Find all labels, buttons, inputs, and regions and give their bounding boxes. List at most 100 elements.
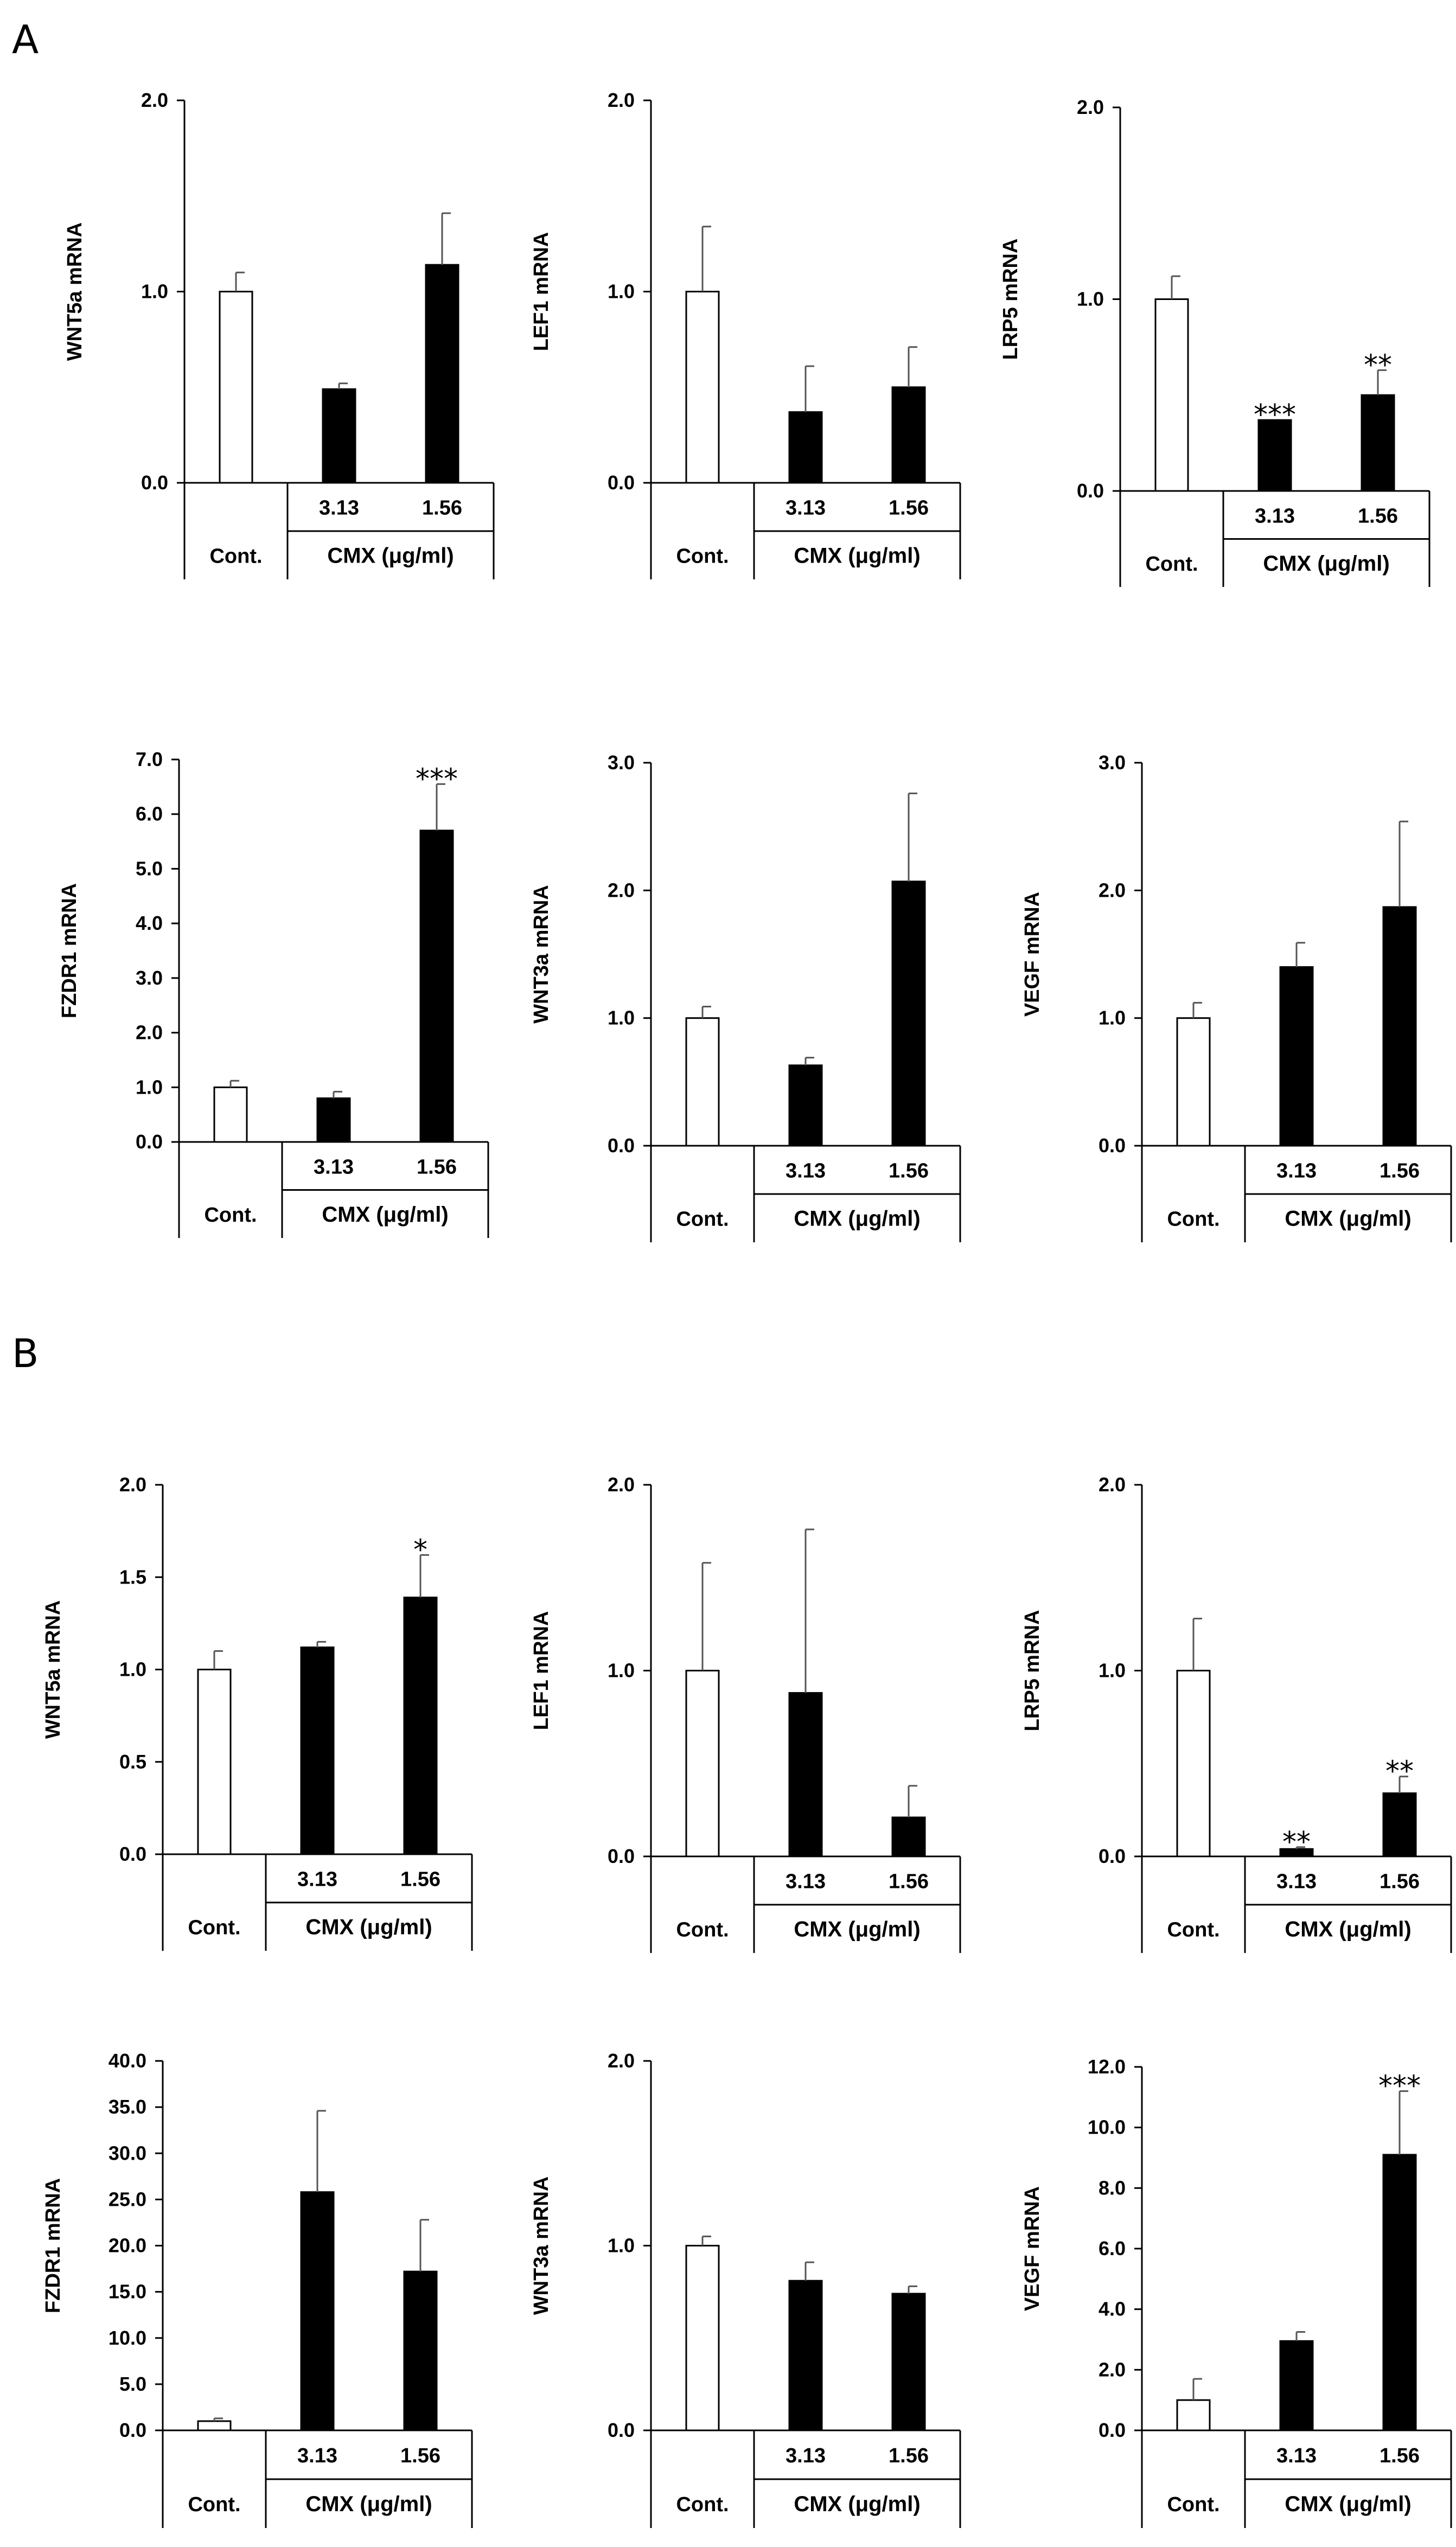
category-label-dose: 1.56 [422,497,462,520]
panel-label-b: B [12,1331,39,1376]
category-label-control: Cont. [1167,1208,1219,1231]
significance-mark: * [413,1534,427,1566]
category-label-dose: 3.13 [1255,505,1295,527]
y-tick-label: 3.0 [1099,751,1126,774]
bar [425,264,459,484]
bar [197,1669,232,1855]
significance-mark: *** [1254,399,1296,431]
y-axis-label: VEGF mRNA [1021,892,1044,1017]
group-label: CMX (μg/ml) [322,1203,448,1227]
group-label: CMX (μg/ml) [1285,1918,1411,1942]
bar [219,291,253,484]
chart-a4: 0.0 1.0 2.0 3.0 4.0 5.0 6.0 7.0 FZDR1 mRNA Cont. 3… [58,748,489,1238]
category-label-dose: 1.56 [1358,505,1398,527]
chart-b2: 0.0 1.0 2.0 LEF1 mRNA Cont. 3.13 1.56 CMX (μg/m… [530,1473,961,1953]
bar [685,2245,720,2431]
y-tick-label: 2.0 [136,1022,163,1044]
y-axis-label: LRP5 mRNA [999,239,1022,360]
category-label-dose: 3.13 [786,1871,826,1893]
bar [197,2420,232,2431]
bar [1176,1670,1211,1857]
y-tick-label: 1.0 [136,1076,163,1098]
category-label-dose: 1.56 [400,2444,440,2467]
significance-mark: ** [1385,1756,1414,1788]
y-tick-label: 2.0 [1099,879,1126,901]
y-tick-label: 2.0 [141,89,168,111]
group-label: CMX (μg/ml) [794,544,920,568]
y-tick-label: 10.0 [1088,2116,1126,2139]
bar [322,388,356,484]
group-label: CMX (μg/ml) [794,1207,920,1231]
y-axis-label: LEF1 mRNA [530,232,553,352]
bar [300,2191,335,2431]
category-label-control: Cont. [676,1208,729,1231]
category-label-control: Cont. [188,2493,240,2516]
group-label: CMX (μg/ml) [1263,552,1389,576]
y-tick-label: 25.0 [108,2188,146,2210]
y-axis-label: VEGF mRNA [1021,2186,1044,2311]
bar [1257,419,1292,492]
category-label-control: Cont. [1167,2493,1219,2516]
category-label-dose: 1.56 [889,1160,929,1183]
category-label-dose: 1.56 [417,1156,457,1178]
bar [788,411,823,484]
y-axis-label: LRP5 mRNA [1021,1610,1044,1732]
chart-a3: 0.0 1.0 2.0 LRP5 mRNA Cont. 3.13 1.56 CMX (μg/m… [999,96,1431,587]
y-tick-label: 0.0 [1099,2419,1126,2441]
y-tick-label: 2.0 [1099,1473,1126,1496]
y-axis-label: WNT5a mRNA [63,222,86,361]
category-label-dose: 1.56 [889,2444,929,2467]
y-tick-label: 0.0 [119,2419,146,2441]
bar [1382,1792,1417,1857]
category-label-dose: 3.13 [319,497,359,520]
bar [685,1670,720,1857]
bar [1176,2399,1211,2431]
bar [213,1086,248,1143]
y-tick-label: 1.5 [119,1566,146,1588]
category-label-control: Cont. [188,1917,240,1939]
bar [403,1597,438,1855]
bar [419,829,454,1143]
category-label-dose: 1.56 [1380,1160,1420,1183]
y-tick-label: 0.0 [119,1843,146,1865]
y-tick-label: 2.0 [1077,96,1104,118]
chart-a6: 0.0 1.0 2.0 3.0 VEGF mRNA Cont. 3.13 1.56 CMX (μ… [1021,751,1452,1242]
bar [1154,298,1189,492]
category-label-control: Cont. [676,1919,729,1942]
group-label: CMX (μg/ml) [1285,2492,1411,2516]
y-tick-label: 2.0 [608,89,635,111]
y-tick-label: 1.0 [608,280,635,303]
y-tick-label: 12.0 [1088,2056,1126,2078]
y-axis-label: WNT3a mRNA [530,885,553,1023]
y-tick-label: 1.0 [141,280,168,303]
y-tick-label: 1.0 [608,1659,635,1682]
category-label-dose: 3.13 [1276,1871,1317,1893]
bar [1279,966,1314,1147]
y-tick-label: 0.0 [608,2419,635,2441]
chart-b3: 0.0 1.0 2.0 LRP5 mRNA Cont. 3.13 1.56 CMX (μg/m… [1021,1473,1452,1953]
bar [1382,2154,1417,2431]
category-label-dose: 3.13 [786,1160,826,1183]
y-tick-label: 0.5 [119,1751,146,1773]
chart-a1: 0.0 1.0 2.0 WNT5a mRNA Cont. 3.13 1.56 CMX (μg/… [63,89,495,579]
significance-mark: ** [1282,1826,1311,1859]
bar [891,1816,926,1857]
y-tick-label: 1.0 [608,1007,635,1029]
y-tick-label: 0.0 [141,471,168,494]
bar [788,1692,823,1857]
y-tick-label: 0.0 [1077,480,1104,502]
bar [891,386,926,484]
category-label-dose: 3.13 [786,497,826,520]
bar [788,2280,823,2431]
chart-a5: 0.0 1.0 2.0 3.0 WNT3a mRNA Cont. 3.13 1.56 CMX (… [530,751,961,1242]
y-axis-label: WNT3a mRNA [530,2176,553,2315]
y-tick-label: 6.0 [136,803,163,825]
panel-label-a: A [12,17,39,62]
y-axis-label: WNT5a mRNA [42,1600,65,1739]
bar [891,2293,926,2431]
y-tick-label: 0.0 [608,471,635,494]
category-label-control: Cont. [676,2493,729,2516]
y-tick-label: 0.0 [1099,1845,1126,1867]
y-tick-label: 5.0 [136,857,163,879]
y-tick-label: 4.0 [136,912,163,934]
